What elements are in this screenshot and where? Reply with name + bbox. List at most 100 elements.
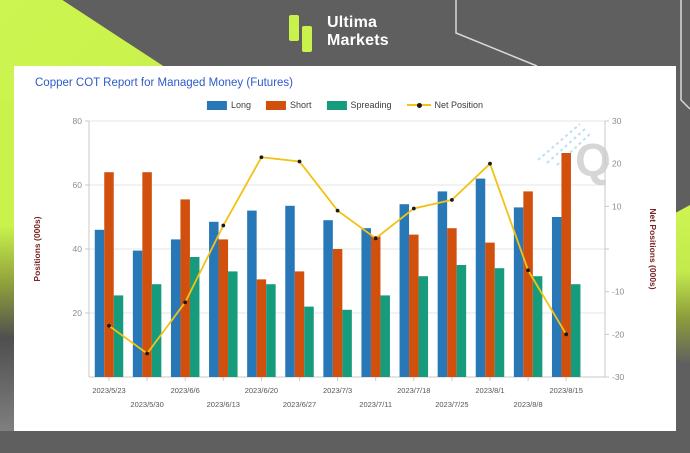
right-tick-label: 20: [612, 159, 622, 169]
net-position-marker-6: [335, 208, 340, 213]
left-tick-label: 20: [73, 308, 83, 318]
bar-short-0: [104, 172, 114, 377]
bar-short-12: [561, 153, 571, 377]
legend-item-net-position[interactable]: Net Position: [406, 100, 484, 110]
x-label-5: 2023/6/27: [283, 400, 316, 409]
ultima-markets-logo: Ultima Markets: [288, 11, 389, 53]
bar-spreading-8: [418, 276, 429, 377]
bar-spreading-3: [228, 271, 238, 377]
net-position-marker-5: [297, 159, 302, 164]
chart-panel: Copper COT Report for Managed Money (Fut…: [14, 66, 676, 431]
net-position-marker-2: [183, 300, 188, 305]
bar-long-9: [437, 191, 448, 377]
net-position-marker-10: [488, 161, 492, 166]
bar-spreading-4: [266, 284, 276, 377]
legend-swatch-short: [265, 100, 286, 110]
right-tick-label: 30: [612, 116, 622, 126]
right-tick-label: 10: [612, 201, 622, 211]
x-label-2: 2023/6/6: [171, 386, 200, 395]
net-position-marker-0: [107, 323, 111, 328]
legend-label-net-position: Net Position: [434, 100, 484, 110]
bar-long-11: [513, 207, 524, 377]
net-position-marker-8: [411, 206, 416, 211]
bar-long-10: [475, 178, 486, 377]
bar-short-9: [447, 228, 457, 377]
x-label-1: 2023/5/30: [130, 400, 163, 409]
x-label-4: 2023/6/20: [245, 386, 278, 395]
legend-label-long: Long: [230, 100, 251, 110]
bar-spreading-0: [113, 295, 124, 377]
x-label-9: 2023/7/25: [435, 400, 468, 409]
bar-short-11: [523, 191, 533, 377]
right-tick-label: -30: [612, 372, 625, 382]
watermark-hatch: [546, 127, 587, 164]
bar-short-1: [142, 172, 152, 377]
legend-item-short[interactable]: Short: [265, 100, 311, 110]
bar-spreading-5: [304, 306, 314, 377]
bar-short-3: [218, 239, 229, 377]
bar-spreading-7: [380, 295, 390, 377]
x-label-8: 2023/7/18: [397, 386, 430, 395]
legend-item-spreading[interactable]: Spreading: [326, 100, 392, 110]
legend-label-spreading: Spreading: [350, 100, 392, 110]
left-axis-title: Positions (000s): [32, 216, 42, 281]
bar-short-2: [180, 199, 190, 377]
x-label-12: 2023/8/15: [550, 386, 583, 395]
lime-left-strip-decoration: [0, 100, 14, 431]
bar-spreading-9: [456, 265, 467, 377]
right-axis-title: Net Positions (000s): [648, 208, 658, 289]
net-position-marker-7: [373, 236, 378, 241]
legend-swatch-spreading: [326, 100, 347, 110]
right-tick-label: -20: [612, 329, 625, 339]
ultima-markets-logo-icon: [288, 11, 316, 53]
bar-long-0: [94, 229, 105, 377]
bar-long-5: [285, 205, 295, 377]
legend-swatch-net-position: [406, 101, 431, 110]
net-position-marker-12: [564, 332, 569, 337]
left-tick-label: 80: [73, 116, 83, 126]
logo-text: Ultima Markets: [327, 11, 389, 49]
net-position-marker-1: [145, 351, 150, 356]
bar-spreading-1: [151, 284, 162, 377]
logo-line1: Ultima: [327, 14, 378, 31]
x-label-6: 2023/7/3: [323, 386, 352, 395]
bar-long-12: [551, 217, 562, 377]
right-tick-label: -10: [612, 287, 625, 297]
bar-long-8: [399, 204, 410, 377]
x-label-11: 2023/8/8: [513, 400, 542, 409]
bar-spreading-6: [342, 309, 352, 377]
net-position-marker-9: [450, 198, 454, 202]
watermark-hatch: [537, 123, 581, 161]
bar-long-7: [361, 228, 371, 377]
bar-long-2: [170, 239, 181, 377]
x-label-10: 2023/8/1: [475, 386, 504, 395]
chart-title: Copper COT Report for Managed Money (Fut…: [35, 77, 294, 89]
legend-item-long[interactable]: Long: [206, 100, 251, 110]
left-tick-label: 40: [73, 244, 83, 254]
chart-legend: Long Short Spreading Net Position: [206, 100, 484, 110]
x-label-3: 2023/6/13: [207, 400, 240, 409]
bar-short-10: [485, 242, 495, 377]
bar-short-8: [409, 234, 419, 377]
bar-short-7: [370, 236, 381, 377]
bar-spreading-11: [532, 276, 543, 377]
left-tick-label: 60: [73, 180, 83, 190]
net-position-marker-4: [259, 155, 264, 160]
x-label-0: 2023/5/23: [92, 386, 125, 395]
x-label-7: 2023/7/11: [359, 400, 392, 409]
bar-spreading-2: [189, 257, 200, 377]
bar-spreading-12: [570, 284, 581, 377]
net-position-marker-11: [526, 268, 530, 273]
logo-line2: Markets: [327, 31, 389, 49]
net-position-marker-3: [221, 223, 226, 228]
legend-swatch-long: [206, 100, 227, 110]
bar-long-6: [323, 220, 333, 377]
bar-spreading-10: [494, 268, 505, 377]
bar-long-3: [209, 221, 219, 377]
bar-short-6: [332, 249, 343, 377]
bar-short-5: [294, 271, 305, 377]
bar-short-4: [256, 279, 267, 377]
bar-long-1: [132, 250, 143, 377]
